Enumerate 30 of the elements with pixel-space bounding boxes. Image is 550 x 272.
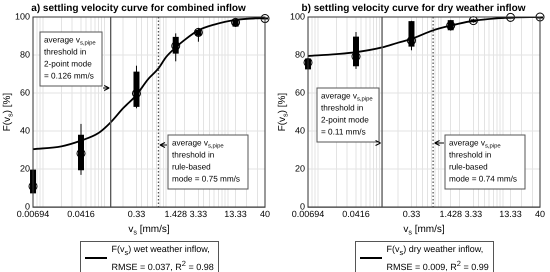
y-tick-label: 60: [295, 88, 306, 98]
y-tick-label: 40: [295, 126, 306, 136]
x-tick-label: 0.33: [128, 209, 146, 220]
y-tick-label: 100: [290, 11, 306, 22]
y-tick-label: 60: [20, 88, 30, 98]
y-tick-label: 20: [295, 164, 306, 174]
y-tick-label: 80: [20, 50, 30, 60]
x-tick-label: 1.428: [164, 209, 187, 220]
x-tick-label: 0.0416: [342, 209, 370, 220]
legend-label: F(v$_{s}$) wet weather inflow, RMSE = 0.037, R$^{2}$ = 0.98: [112, 244, 214, 272]
y-tick-label: 0: [300, 202, 306, 212]
x-tick-label: 40: [534, 209, 546, 220]
x-tick-label: 0.00694: [16, 209, 50, 220]
y-tick-label: 0: [25, 202, 30, 212]
y-tick-label: 20: [20, 164, 30, 174]
chart-title: b) settling velocity curve for dry weather inflow: [302, 2, 526, 14]
legend-label: F(v$_{s}$) dry weather inflow, RMSE = 0.009, R$^{2}$ = 0.99: [386, 244, 489, 272]
y-tick-label: 80: [295, 50, 306, 60]
x-tick-label: 3.33: [190, 209, 208, 220]
x-tick-label: 40: [260, 209, 270, 220]
x-tick-label: 13.33: [499, 209, 522, 220]
chart-title: a) settling velocity curve for combined inflow: [31, 2, 246, 14]
x-tick-label: 13.33: [224, 209, 247, 220]
x-tick-label: 0.00694: [292, 209, 324, 220]
x-tick-label: 0.0416: [67, 209, 95, 220]
x-tick-label: 3.33: [464, 209, 482, 220]
y-tick-label: 40: [20, 126, 30, 136]
x-tick-label: 0.33: [402, 209, 420, 220]
x-tick-label: 1.428: [439, 209, 462, 220]
y-tick-label: 100: [14, 11, 30, 22]
